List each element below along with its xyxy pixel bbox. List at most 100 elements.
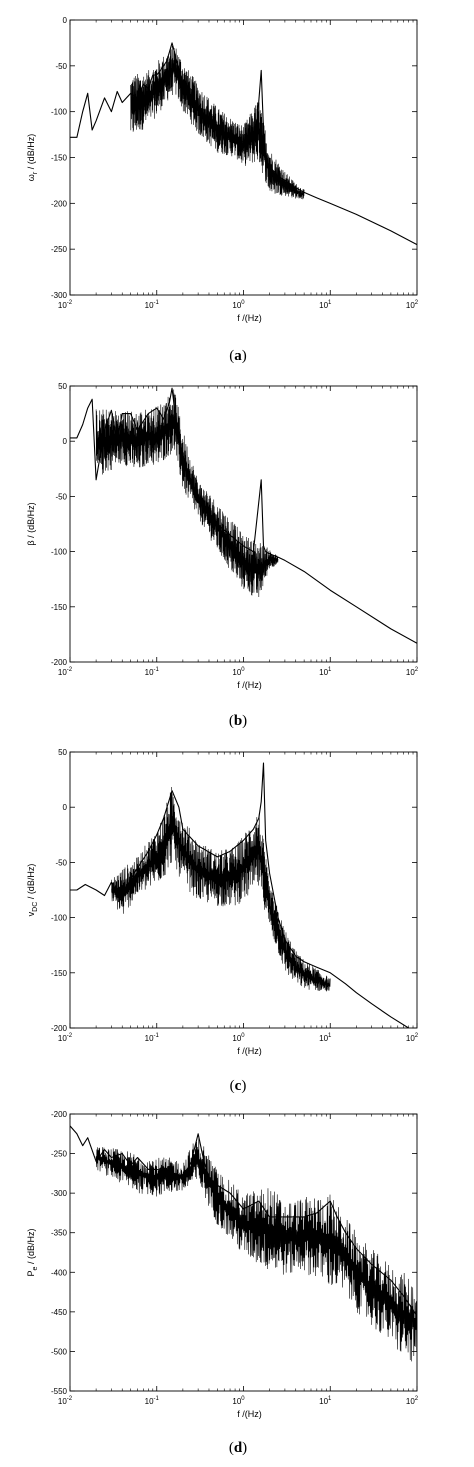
y-tick-label: -350 [51, 1229, 68, 1238]
x-tick-base: 10 [145, 301, 154, 310]
y-tick-label: -400 [51, 1268, 68, 1277]
caption-paren-open: ( [229, 348, 234, 364]
x-tick-base: 10 [145, 668, 154, 677]
caption-paren-open: ( [230, 1078, 235, 1094]
x-tick-label: 101 [319, 1033, 332, 1043]
caption-paren-close: ) [242, 1440, 247, 1456]
plot-frame-a [69, 19, 418, 296]
y-label-units: / (dB/Hz) [26, 1229, 36, 1267]
panel-caption: (a) [229, 348, 247, 364]
x-tick-base: 10 [145, 1034, 154, 1043]
y-axis-label: Pe / (dB/Hz) [26, 1229, 39, 1277]
y-label-units: / (dB/Hz) [26, 502, 36, 540]
x-tick-label: 101 [319, 667, 332, 677]
x-tick-label: 10-1 [145, 1396, 160, 1406]
x-tick-base: 10 [319, 668, 328, 677]
x-tick-exp: -1 [154, 300, 160, 306]
y-tick-label: -300 [51, 1189, 68, 1198]
y-tick-label: -300 [51, 291, 68, 300]
y-label-units: / (dB/Hz) [26, 864, 36, 902]
y-tick-label: -50 [55, 62, 67, 71]
y-tick-label: -100 [51, 548, 68, 557]
x-tick-exp: 0 [241, 300, 245, 306]
x-tick-label: 10-2 [58, 1033, 73, 1043]
x-tick-label: 101 [319, 300, 332, 310]
x-tick-exp: 2 [415, 667, 419, 673]
x-tick-exp: 0 [241, 667, 245, 673]
x-tick-label: 101 [319, 1396, 332, 1406]
x-tick-base: 10 [406, 668, 415, 677]
x-tick-base: 10 [58, 1397, 67, 1406]
x-tick-base: 10 [232, 1397, 241, 1406]
x-tick-label: 10-1 [145, 300, 160, 310]
x-tick-label: 10-2 [58, 300, 73, 310]
x-tick-exp: 1 [328, 667, 332, 673]
x-axis-label: f /(Hz) [237, 1409, 262, 1419]
y-tick-label: -50 [55, 858, 67, 867]
x-tick-exp: 2 [415, 1033, 419, 1039]
x-tick-exp: 1 [328, 1396, 332, 1402]
y-label-subscript: e [32, 1266, 39, 1270]
x-tick-exp: -2 [67, 1396, 73, 1402]
y-label-symbol: ω [26, 174, 36, 181]
y-label-subscript: DC [32, 902, 39, 912]
x-tick-base: 10 [406, 1397, 415, 1406]
y-tick-label: -250 [51, 245, 68, 254]
x-tick-base: 10 [145, 1397, 154, 1406]
chart-panel-d: 10-2 10-1 100 101 102-550-500-450-400-350-30… [26, 1110, 419, 1456]
panel-caption: (c) [230, 1078, 247, 1094]
x-tick-base: 10 [58, 301, 67, 310]
x-tick-label: 100 [232, 667, 245, 677]
series-noise-band-a [130, 46, 305, 200]
panel-caption: (d) [229, 1440, 247, 1456]
x-tick-exp: 1 [328, 300, 332, 306]
x-tick-exp: -1 [154, 1396, 160, 1402]
series-line-d [70, 1125, 417, 1317]
x-axis-label: f /(Hz) [237, 313, 262, 323]
y-tick-label: -500 [51, 1347, 68, 1356]
caption-letter: d [234, 1440, 243, 1456]
x-tick-exp: -1 [154, 1033, 160, 1039]
x-tick-base: 10 [319, 1397, 328, 1406]
y-axis-label: vDC / (dB/Hz) [26, 864, 39, 917]
y-tick-label: 50 [58, 748, 67, 757]
x-tick-exp: -2 [67, 300, 73, 306]
y-tick-label: -200 [51, 199, 68, 208]
x-tick-base: 10 [232, 668, 241, 677]
x-tick-label: 100 [232, 300, 245, 310]
y-tick-label: -200 [51, 658, 68, 667]
caption-letter: a [234, 348, 242, 364]
caption-paren-open: ( [229, 1440, 234, 1456]
x-axis-label: f /(Hz) [237, 680, 262, 690]
x-tick-exp: 2 [415, 300, 419, 306]
y-tick-label: -200 [51, 1110, 68, 1119]
x-tick-label: 100 [232, 1033, 245, 1043]
caption-paren-close: ) [242, 348, 247, 364]
x-tick-base: 10 [58, 1034, 67, 1043]
caption-paren-close: ) [242, 713, 247, 729]
x-tick-base: 10 [319, 301, 328, 310]
y-tick-label: -150 [51, 603, 68, 612]
caption-letter: b [234, 713, 242, 729]
y-label-symbol: P [26, 1270, 36, 1276]
series-line-b [70, 387, 417, 644]
x-tick-exp: -2 [67, 1033, 73, 1039]
x-tick-label: 102 [406, 1033, 419, 1043]
x-tick-label: 100 [232, 1396, 245, 1406]
y-tick-label: 0 [63, 437, 68, 446]
series-noise-band-b [95, 389, 279, 598]
plot-frame-d [69, 1113, 418, 1392]
x-tick-label: 102 [406, 1396, 419, 1406]
x-tick-exp: -1 [154, 667, 160, 673]
x-tick-label: 102 [406, 667, 419, 677]
y-tick-label: 0 [63, 16, 68, 25]
y-label-units: / (dB/Hz) [26, 134, 36, 172]
y-tick-label: 0 [63, 803, 68, 812]
series-line-a [70, 42, 417, 246]
chart-panel-a: 10-2 10-1 100 101 102-300-250-200-150-100-50… [26, 16, 419, 364]
x-tick-base: 10 [232, 301, 241, 310]
x-tick-exp: -2 [67, 667, 73, 673]
y-label-subscript: r [32, 171, 39, 174]
